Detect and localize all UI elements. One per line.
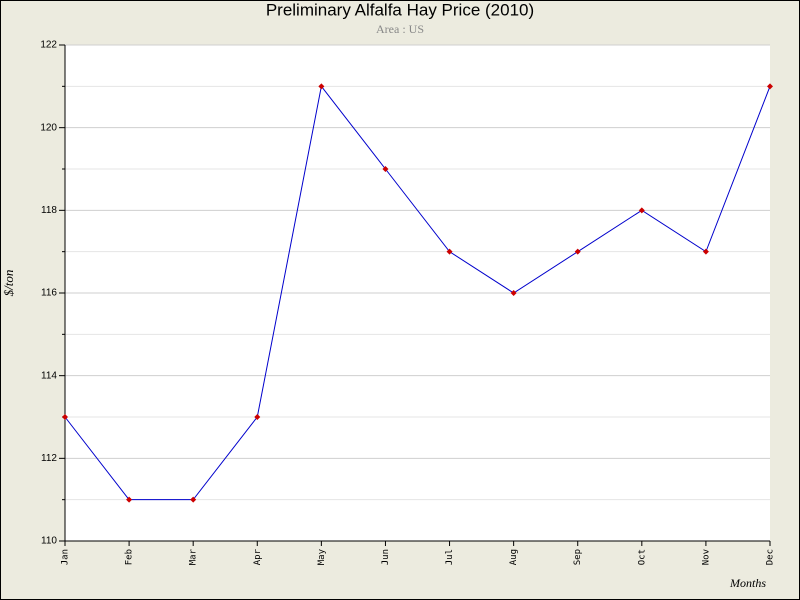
- x-tick-label: Jan: [61, 549, 71, 565]
- x-tick-label: Nov: [701, 549, 711, 565]
- y-axis-label: $/ton: [1, 270, 16, 297]
- x-tick-label: Mar: [189, 548, 199, 565]
- marker: [702, 248, 709, 255]
- x-tick-label: May: [317, 548, 327, 565]
- chart-subtitle: Area : US: [376, 22, 424, 36]
- y-tick-label: 118: [41, 205, 57, 216]
- y-tick-label: 112: [41, 453, 57, 464]
- x-tick-label: Oct: [637, 549, 647, 565]
- marker: [510, 290, 517, 296]
- marker: [382, 166, 389, 172]
- y-tick-label: 110: [41, 536, 57, 547]
- x-tick-label: Apr: [253, 548, 263, 565]
- marker: [126, 496, 133, 503]
- marker: [62, 414, 68, 420]
- y-tick-label: 114: [41, 370, 57, 381]
- marker: [638, 207, 645, 214]
- x-tick-label: Feb: [125, 549, 135, 565]
- y-tick-label: 122: [40, 40, 57, 51]
- x-tick-label: Dec: [766, 549, 776, 565]
- x-tick-label: Jun: [381, 549, 391, 565]
- marker: [574, 248, 581, 255]
- x-axis-label: Months: [729, 576, 766, 590]
- x-tick-label: Sep: [573, 549, 583, 565]
- x-tick-label: Aug: [509, 549, 519, 565]
- line: [64, 85, 771, 501]
- y-tick-label: 116: [41, 288, 57, 299]
- marker: [190, 496, 197, 503]
- marker: [318, 83, 325, 90]
- chart-title: Preliminary Alfalfa Hay Price (2010): [266, 0, 534, 19]
- marker: [254, 414, 261, 420]
- marker: [446, 248, 453, 255]
- y-tick-label: 120: [40, 122, 57, 133]
- marker: [767, 83, 773, 90]
- x-tick-label: Jul: [445, 549, 455, 565]
